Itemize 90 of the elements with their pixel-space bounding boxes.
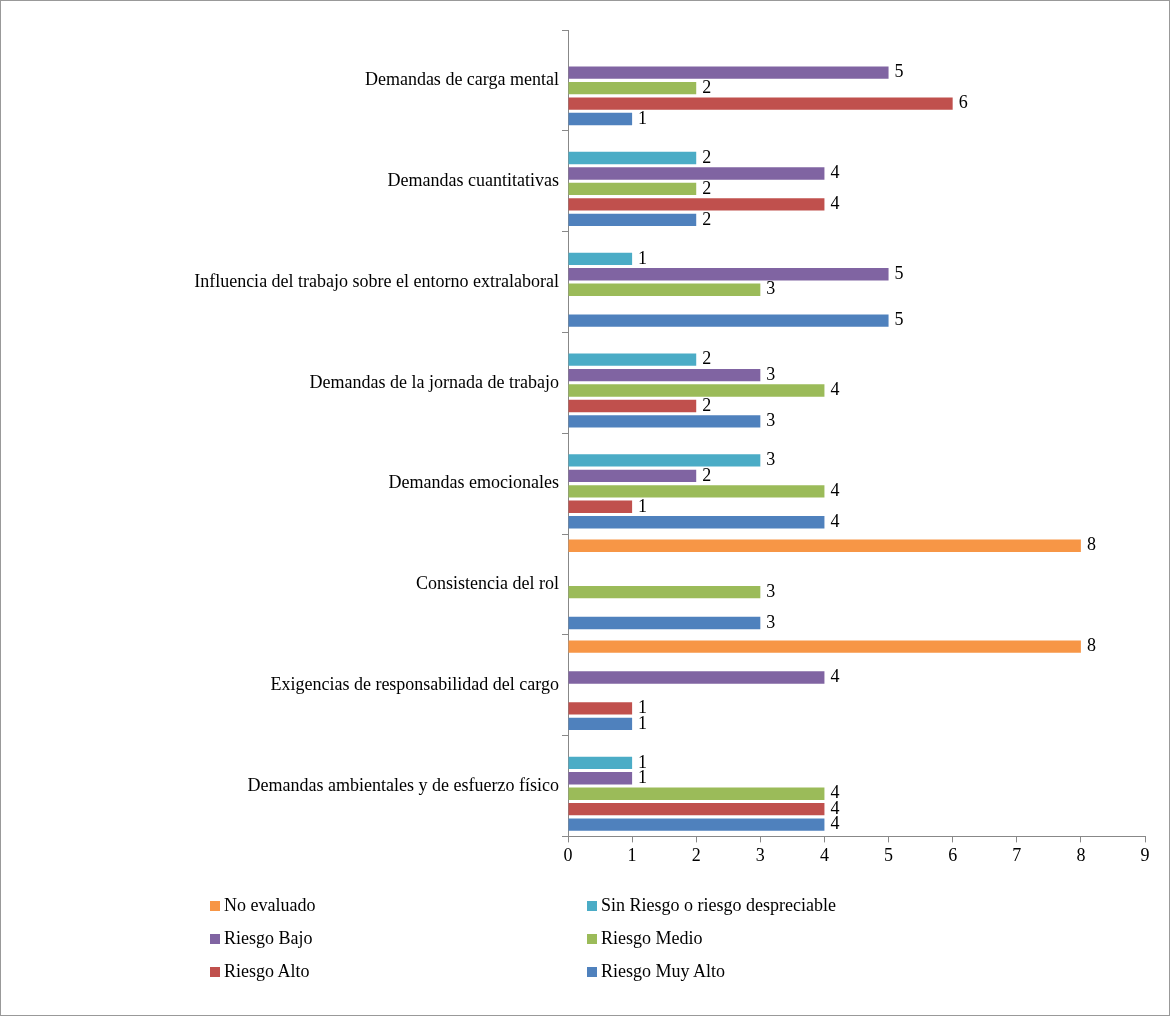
data-label: 5 <box>894 309 904 330</box>
data-label: 4 <box>830 379 840 400</box>
bar <box>568 640 1081 653</box>
data-label: 2 <box>702 146 712 167</box>
bar <box>568 213 697 227</box>
bar <box>568 368 761 382</box>
bar <box>568 469 697 483</box>
bar <box>568 454 761 467</box>
bar <box>568 671 825 684</box>
bar <box>568 384 825 397</box>
bar <box>568 268 889 281</box>
bar <box>568 500 633 513</box>
data-label: 4 <box>830 480 840 501</box>
data-label: 3 <box>766 363 776 384</box>
data-label: 2 <box>702 348 712 369</box>
data-label: 8 <box>1086 635 1096 656</box>
bar <box>568 585 761 599</box>
data-label: 4 <box>830 162 840 183</box>
data-label: 2 <box>702 208 712 229</box>
legend-label: Riesgo Medio <box>601 928 703 949</box>
data-label: 8 <box>1086 534 1096 555</box>
bar <box>568 772 633 785</box>
data-label: 2 <box>702 177 712 198</box>
bar <box>568 353 697 366</box>
data-label: 3 <box>766 611 776 632</box>
bar <box>568 415 761 428</box>
y-tick-label: Consistencia del rol <box>416 573 559 594</box>
bar <box>568 485 825 498</box>
data-label: 4 <box>830 510 840 531</box>
bar <box>568 97 953 110</box>
bar <box>568 112 633 126</box>
x-tick-label: 6 <box>948 844 958 865</box>
bar <box>568 818 825 831</box>
legend-label: Riesgo Muy Alto <box>601 961 726 982</box>
bar <box>568 198 825 211</box>
x-tick-label: 5 <box>884 844 894 865</box>
bar <box>568 314 889 327</box>
x-tick-label: 2 <box>691 844 701 865</box>
y-tick-label: Exigencias de responsabilidad del cargo <box>270 673 559 694</box>
y-tick-label: Demandas de carga mental <box>364 69 559 90</box>
data-label: 4 <box>830 193 840 214</box>
y-tick-label: Demandas ambientales y de esfuerzo físico <box>247 774 559 795</box>
bar <box>568 252 633 265</box>
data-label: 4 <box>830 813 840 834</box>
bar <box>568 399 697 413</box>
data-label: 2 <box>702 464 712 485</box>
data-label: 5 <box>894 263 904 284</box>
bar <box>568 182 697 196</box>
data-label: 1 <box>638 767 648 788</box>
bar <box>568 151 697 165</box>
data-label: 1 <box>638 247 648 268</box>
bar <box>568 283 761 296</box>
x-tick-label: 0 <box>563 844 573 865</box>
bar <box>568 516 825 529</box>
y-tick-label: Demandas de la jornada de trabajo <box>309 371 559 392</box>
bar <box>568 803 825 816</box>
x-tick-label: 3 <box>755 844 765 865</box>
legend-label: No evaluado <box>224 895 316 916</box>
data-label: 2 <box>702 394 712 415</box>
data-label: 3 <box>766 410 776 431</box>
legend-label: Riesgo Alto <box>224 961 310 982</box>
x-tick-label: 1 <box>627 844 637 865</box>
data-label: 1 <box>638 107 648 128</box>
bar <box>568 66 889 79</box>
data-label: 1 <box>638 712 648 733</box>
legend-label: Riesgo Bajo <box>224 928 313 949</box>
y-tick-label: Influencia del trabajo sobre el entorno extralaboral <box>194 270 559 291</box>
y-tick-label: Demandas cuantitativas <box>387 169 559 190</box>
x-tick-label: 7 <box>1012 844 1022 865</box>
x-tick-label: 4 <box>819 844 829 865</box>
bar <box>568 616 761 630</box>
data-label: 3 <box>766 449 776 470</box>
bar <box>568 539 1081 552</box>
y-tick-label: Demandas emocionales <box>388 472 559 493</box>
data-label: 4 <box>830 666 840 687</box>
data-label: 1 <box>638 495 648 516</box>
x-tick-label: 9 <box>1140 844 1150 865</box>
data-label: 3 <box>766 278 776 299</box>
x-tick-label: 8 <box>1076 844 1086 865</box>
bar <box>568 81 697 95</box>
bar <box>568 756 633 769</box>
bar <box>568 702 633 715</box>
bar <box>568 167 825 180</box>
bar <box>568 787 825 800</box>
data-label: 5 <box>894 61 904 82</box>
data-label: 6 <box>958 92 968 113</box>
bar <box>568 717 633 731</box>
legend-label: Sin Riesgo o riesgo despreciable <box>601 895 836 916</box>
data-label: 3 <box>766 580 776 601</box>
data-label: 2 <box>702 76 712 97</box>
